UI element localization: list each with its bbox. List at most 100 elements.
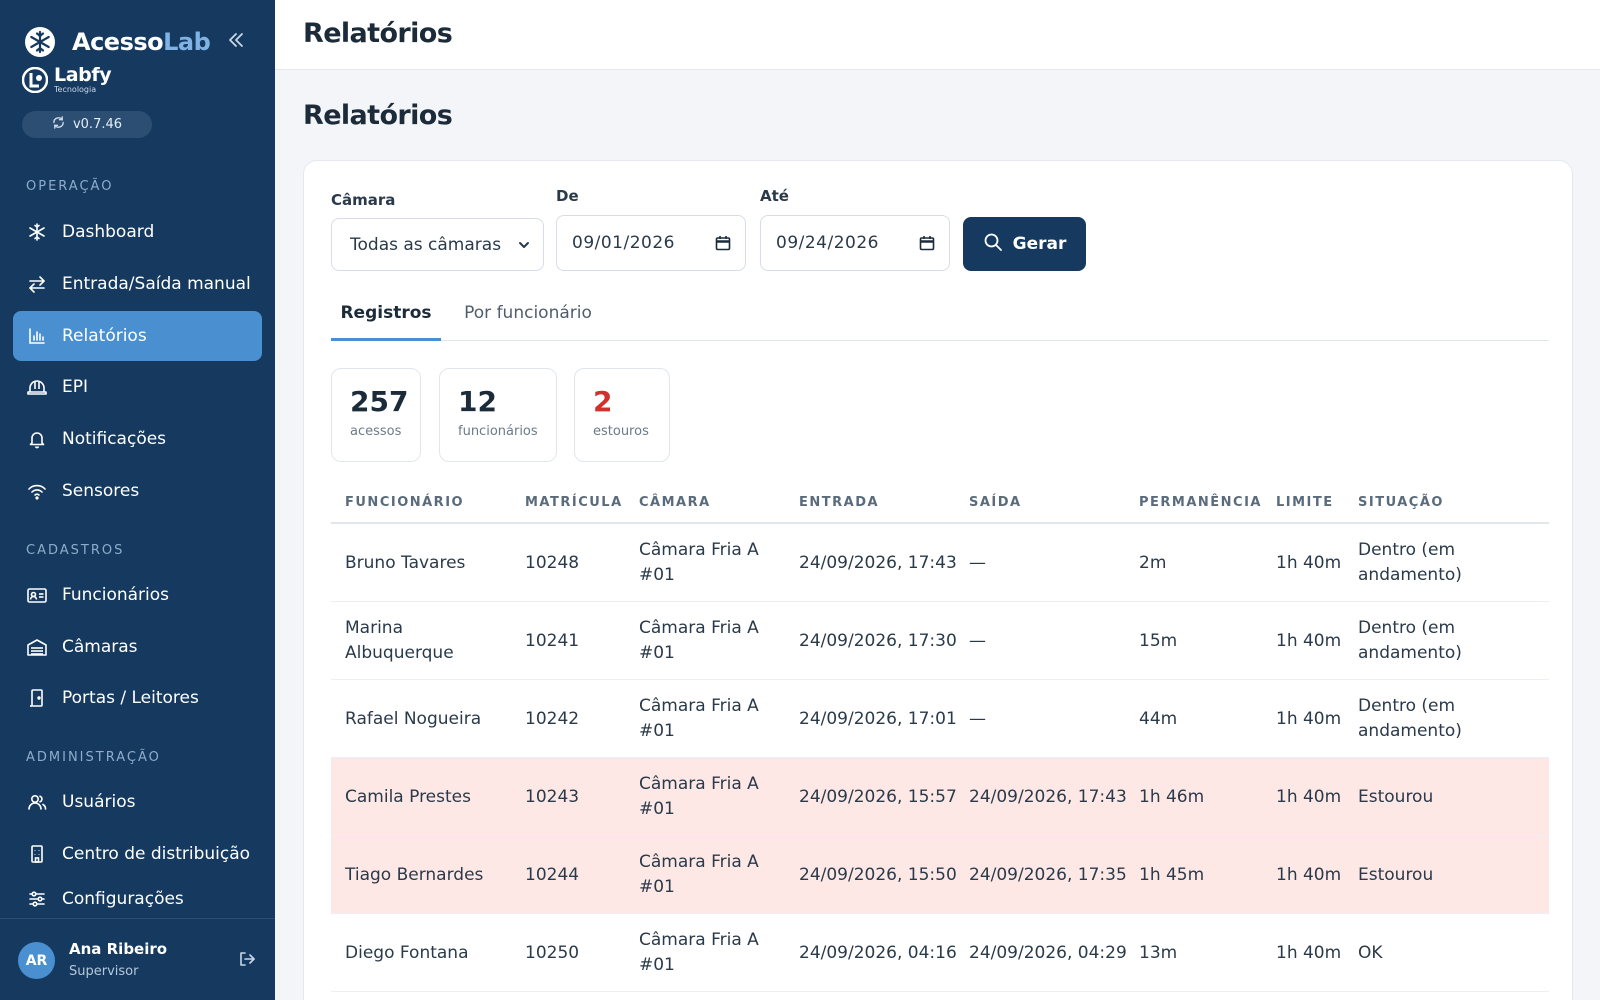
sidebar-item-relatorios[interactable]: Relatórios [13, 311, 262, 361]
avatar[interactable]: AR [18, 942, 55, 979]
table-body: Bruno Tavares 10248 Câmara Fria A #01 24/09… [331, 524, 1549, 992]
table-row[interactable]: Camila Prestes 10243 Câmara Fria A #01 24/0… [331, 758, 1549, 836]
cell-situacao: Estourou [1358, 864, 1434, 885]
cell-funcionario: Diego Fontana [345, 942, 469, 963]
version-text: v0.7.46 [72, 117, 123, 132]
cell-permanencia: 2m [1139, 552, 1167, 573]
report-card: Câmara Todas as câmaras De 09/01/2026 At… [303, 160, 1573, 1000]
cell-limite: 1h 40m [1276, 630, 1342, 651]
calendar-icon[interactable] [715, 235, 731, 256]
from-date-value: 09/01/2026 [572, 233, 675, 253]
table-row[interactable]: Tiago Bernardes 10244 Câmara Fria A #01 24/… [331, 836, 1549, 914]
cell-matricula: 10242 [525, 708, 580, 729]
cell-saida: 24/09/2026, 17:43 [969, 786, 1127, 807]
cell-situacao: Estourou [1358, 786, 1434, 807]
sidebar-item-label: Notificações [62, 429, 167, 449]
cell-permanencia: 1h 45m [1139, 864, 1205, 885]
camera-select[interactable]: Todas as câmaras [331, 218, 544, 271]
camera-select-value: Todas as câmaras [350, 234, 502, 255]
labfy-mark-icon [21, 66, 49, 94]
stat-label: acessos [350, 424, 402, 439]
sidebar-item-entrada-saida[interactable]: Entrada/Saída manual [13, 259, 262, 309]
cell-limite: 1h 40m [1276, 552, 1342, 573]
sidebar-item-notificacoes[interactable]: Notificações [13, 414, 262, 464]
nav-section-operacao: OPERAÇÃO [26, 179, 114, 194]
refresh-icon [52, 116, 65, 133]
cell-funcionario: Marina Albuquerque [345, 618, 454, 663]
cell-camara: Câmara Fria A #01 [639, 618, 759, 663]
stat-label: estouros [593, 424, 649, 439]
cell-saida: — [969, 708, 986, 729]
calendar-icon[interactable] [919, 235, 935, 256]
table-header: FUNCIONÁRIO MATRÍCULA CÂMARA ENTRADA SAÍ… [331, 479, 1549, 524]
table-row[interactable]: Diego Fontana 10250 Câmara Fria A #01 24/09… [331, 914, 1549, 992]
column-header[interactable]: LIMITE [1276, 495, 1334, 510]
cell-permanencia: 1h 46m [1139, 786, 1205, 807]
table-row[interactable]: Marina Albuquerque 10241 Câmara Fria A #01… [331, 602, 1549, 680]
sidebar-item-dashboard[interactable]: Dashboard [13, 207, 262, 257]
company-name: Labfy [54, 64, 112, 86]
cell-funcionario: Rafael Nogueira [345, 708, 482, 729]
cell-entrada: 24/09/2026, 17:01 [799, 708, 957, 729]
cell-permanencia: 44m [1139, 708, 1178, 729]
sliders-icon [26, 888, 48, 910]
bell-icon [26, 428, 48, 450]
cell-camara: Câmara Fria A #01 [639, 774, 759, 819]
generate-button[interactable]: Gerar [963, 217, 1086, 271]
user-name: Ana Ribeiro [69, 940, 168, 958]
nav-section-cadastros: CADASTROS [26, 543, 125, 558]
column-header[interactable]: SITUAÇÃO [1358, 495, 1444, 510]
column-header[interactable]: SAÍDA [969, 495, 1022, 510]
access-table: FUNCIONÁRIO MATRÍCULA CÂMARA ENTRADA SAÍ… [331, 479, 1549, 992]
column-header[interactable]: CÂMARA [639, 495, 711, 510]
column-header[interactable]: FUNCIONÁRIO [345, 495, 465, 510]
topbar: Relatórios [275, 0, 1600, 70]
cell-situacao: Dentro (em andamento) [1358, 618, 1462, 663]
cell-matricula: 10243 [525, 786, 580, 807]
tab-por-funcionario[interactable]: Por funcionário [464, 303, 592, 323]
stat-value: 2 [593, 385, 613, 418]
logout-icon[interactable] [237, 949, 259, 971]
column-header[interactable]: ENTRADA [799, 495, 880, 510]
sidebar-item-label: Câmaras [62, 637, 138, 657]
sidebar-item-configuracoes[interactable]: Configurações [13, 881, 262, 917]
cell-matricula: 10244 [525, 864, 580, 885]
sidebar-item-sensores[interactable]: Sensores [13, 466, 262, 516]
sidebar-item-camaras[interactable]: Câmaras [13, 622, 262, 672]
column-header[interactable]: PERMANÊNCIA [1139, 495, 1262, 510]
sidebar-item-centro-distribuicao[interactable]: Centro de distribuição [13, 829, 262, 879]
sidebar-item-usuarios[interactable]: Usuários [13, 777, 262, 827]
cell-limite: 1h 40m [1276, 864, 1342, 885]
from-date-input[interactable]: 09/01/2026 [556, 215, 746, 271]
sidebar-item-label: Configurações [62, 889, 184, 909]
cell-matricula: 10241 [525, 630, 580, 651]
cell-permanencia: 15m [1139, 630, 1178, 651]
cell-camara: Câmara Fria A #01 [639, 696, 759, 741]
table-row[interactable]: Rafael Nogueira 10242 Câmara Fria A #01 24/… [331, 680, 1549, 758]
cell-funcionario: Bruno Tavares [345, 552, 466, 573]
cell-limite: 1h 40m [1276, 708, 1342, 729]
sidebar-item-funcionarios[interactable]: Funcionários [13, 570, 262, 620]
search-icon [983, 232, 1003, 257]
column-header[interactable]: MATRÍCULA [525, 495, 623, 510]
sidebar: AcessoLab Labfy Tecnologia v0.7.46 OPERA… [0, 0, 275, 1000]
company-logo: Labfy Tecnologia [21, 64, 112, 94]
warehouse-icon [26, 636, 48, 658]
cell-limite: 1h 40m [1276, 786, 1342, 807]
snowflake-icon [26, 221, 48, 243]
cell-limite: 1h 40m [1276, 942, 1342, 963]
sidebar-item-epi[interactable]: EPI [13, 362, 262, 412]
version-badge: v0.7.46 [22, 111, 152, 138]
cell-matricula: 10248 [525, 552, 580, 573]
bar-chart-icon [26, 325, 48, 347]
chevron-down-icon [517, 237, 531, 257]
table-row[interactable]: Bruno Tavares 10248 Câmara Fria A #01 24/09… [331, 524, 1549, 602]
to-date-input[interactable]: 09/24/2026 [760, 215, 950, 271]
tab-registros[interactable]: Registros [331, 296, 441, 341]
building-icon [26, 843, 48, 865]
cell-matricula: 10250 [525, 942, 580, 963]
app-brand: AcessoLab [24, 26, 211, 58]
collapse-sidebar-icon[interactable] [224, 28, 248, 52]
hard-hat-icon [26, 376, 48, 398]
sidebar-item-portas-leitores[interactable]: Portas / Leitores [13, 673, 262, 723]
